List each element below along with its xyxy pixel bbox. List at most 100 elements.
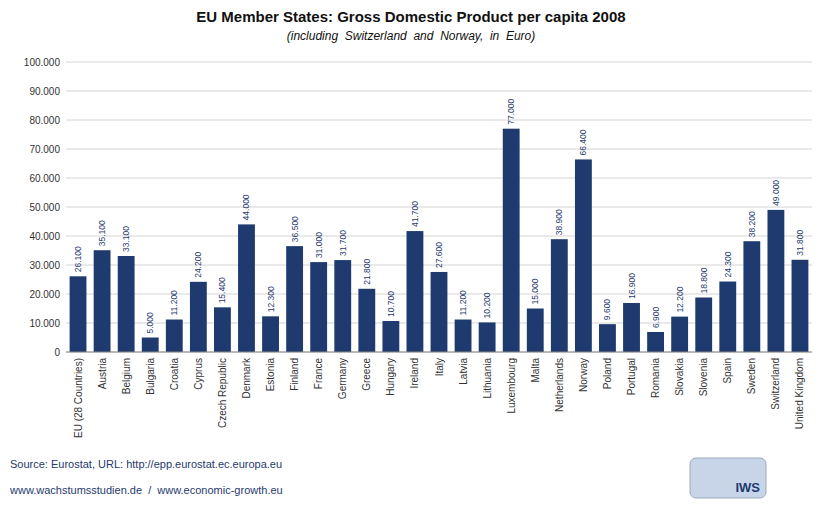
bar [695,297,712,352]
y-tick-label: 30.000 [29,260,60,271]
x-tick-label: Norway [578,358,589,392]
bar [575,159,592,352]
x-tick-label: Bulgaria [145,358,156,395]
data-label: 15.000 [530,278,540,304]
bar [743,241,760,352]
x-tick-label: Lithuania [482,358,493,399]
data-label: 21.800 [362,259,372,285]
x-tick-label: Slovenia [698,358,709,397]
grid-line [66,207,812,208]
bar [503,129,520,352]
x-tick-label: Malta [530,358,541,383]
bar [719,282,736,352]
x-tick-label: Spain [722,358,733,384]
bar [551,239,568,352]
x-tick-label: Estonia [265,358,276,392]
x-tick-label: Portugal [626,358,637,395]
bar [358,289,375,352]
x-axis-line [66,352,812,353]
data-label: 18.800 [699,267,709,293]
data-label: 5.000 [145,312,155,334]
data-label: 12.300 [266,286,276,312]
footer-note: www.wachstumsstudien.de / www.economic-g… [9,484,283,496]
data-label: 31.800 [795,230,805,256]
logo: IWS [690,458,766,498]
bar [527,309,544,353]
x-tick-label: France [313,358,324,390]
x-tick-label: Germany [337,358,348,399]
grid-line [66,120,812,121]
y-tick-label: 0 [54,347,60,358]
x-tick-label: Denmark [241,357,252,399]
data-label: 24.200 [193,252,203,278]
data-label: 11.200 [169,290,179,316]
logo-box [690,458,766,498]
y-tick-label: 70.000 [29,144,60,155]
bar [310,262,327,352]
x-tick-label: Italy [434,358,445,376]
x-tick-label: Greece [361,358,372,391]
data-label: 10.200 [482,292,492,318]
x-tick-label: Latvia [458,358,469,385]
grid-line [66,149,812,150]
x-tick-label: Slovakia [674,358,685,396]
y-tick-label: 80.000 [29,115,60,126]
bar [190,282,207,352]
data-label: 33.100 [121,226,131,252]
data-label: 66.400 [578,129,588,155]
bar [407,231,424,352]
data-label: 12.200 [675,286,685,312]
y-tick-label: 100.000 [24,57,61,68]
grid-line [66,352,812,353]
data-label: 36.500 [290,216,300,242]
data-labels: 26.10035.10033.1005.00011.20024.20015.40… [73,98,805,333]
bar [455,320,472,352]
data-label: 41.700 [410,201,420,227]
x-tick-label: Hungary [385,358,396,396]
x-axis: EU (28 Countries) Austria Belgium Bulgaria C… [73,357,806,438]
bar [238,224,255,352]
x-tick-label: Belgium [121,358,132,394]
grid-line [66,62,812,63]
data-label: 38.900 [554,209,564,235]
grid-line [66,178,812,179]
x-tick-label: Romania [650,358,661,398]
bar [118,256,135,352]
grid-line [66,236,812,237]
x-tick-label: Finland [289,358,300,391]
data-label: 44.000 [241,194,251,220]
data-label: 10.700 [386,291,396,317]
x-tick-label: Netherlands [554,358,565,412]
data-label: 11.200 [458,290,468,316]
x-tick-label: Czech Republic [217,358,228,428]
bar [262,316,279,352]
x-tick-label: Austria [97,358,108,390]
y-tick-label: 50.000 [29,202,60,213]
data-label: 15.400 [217,277,227,303]
y-tick-label: 10.000 [29,318,60,329]
data-label: 6.900 [651,306,661,328]
data-label: 16.900 [627,273,637,299]
data-label: 9.600 [602,299,612,321]
x-tick-label: EU (28 Countries) [73,358,84,438]
data-label: 27.600 [434,242,444,268]
x-tick-label: Ireland [409,358,420,389]
data-label: 35.100 [97,220,107,246]
logo-text: IWS [735,480,760,495]
x-tick-label: Cyprus [193,358,204,390]
x-tick-label: United Kingdom [794,358,805,429]
subtitle: (including Switzerland and Norway, in Eu… [287,29,536,43]
y-tick-label: 90.000 [29,86,60,97]
bar [767,210,784,352]
data-label: 31.000 [314,232,324,258]
bar [671,317,688,352]
bars [70,129,809,352]
bar [142,338,159,353]
title: EU Member States: Gross Domestic Product… [196,8,625,25]
x-tick-label: Croatia [169,358,180,391]
grid-line [66,91,812,92]
data-label: 38.200 [747,211,757,237]
data-label: 24.300 [723,251,733,277]
x-tick-label: Poland [602,358,613,389]
data-label: 77.000 [506,98,516,124]
